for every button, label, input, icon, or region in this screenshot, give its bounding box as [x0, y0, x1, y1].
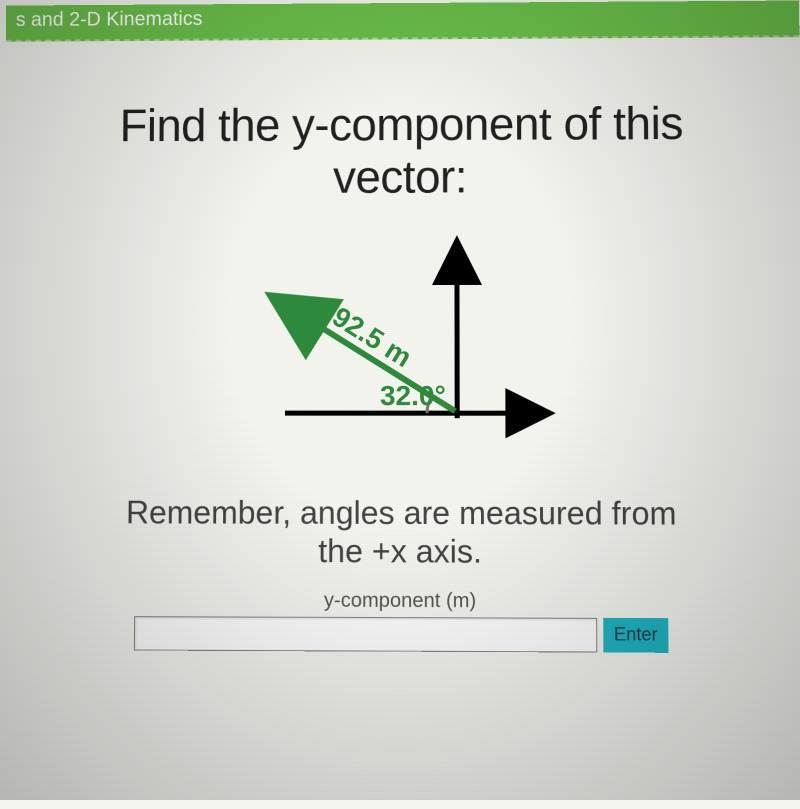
header-title: s and 2-D Kinematics	[16, 8, 203, 31]
question-text: Find the y-component of this vector:	[14, 97, 791, 205]
answer-input[interactable]	[134, 616, 597, 652]
hint-line2: the +x axis.	[318, 533, 482, 570]
enter-button[interactable]: Enter	[604, 617, 668, 652]
vector-diagram: 92.5 m 32.0°	[225, 233, 576, 474]
angle-label: 32.0°	[380, 380, 446, 411]
question-line2: vector:	[333, 151, 467, 203]
content-area: Find the y-component of this vector:	[0, 37, 800, 673]
input-wrap: Enter	[134, 616, 668, 653]
hint-text: Remember, angles are measured from the +…	[10, 493, 795, 572]
diagram-svg: 92.5 m 32.0°	[225, 233, 576, 474]
question-line1: Find the y-component of this	[119, 97, 683, 151]
input-label: y-component (m)	[324, 589, 476, 613]
header-bar: s and 2-D Kinematics	[6, 1, 800, 42]
hint-line1: Remember, angles are measured from	[126, 494, 677, 531]
answer-row: y-component (m) Enter	[9, 588, 796, 653]
